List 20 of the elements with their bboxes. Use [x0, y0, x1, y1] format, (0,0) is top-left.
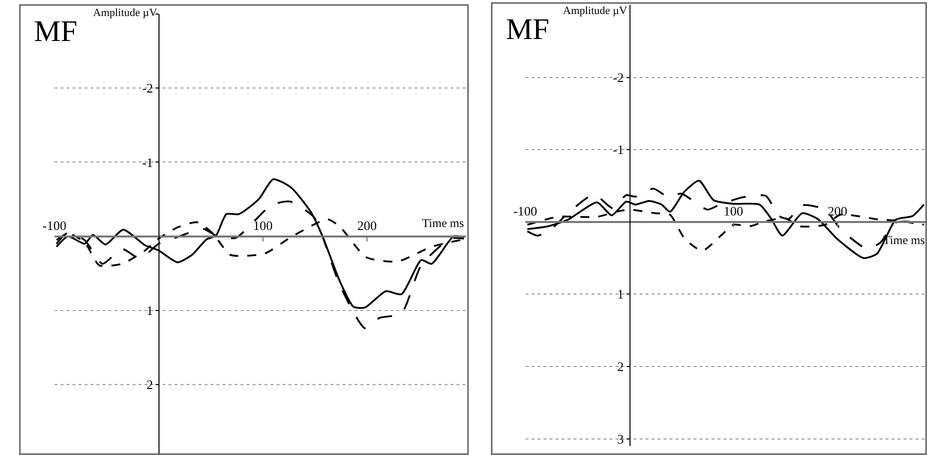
x-axis-title: Time ms: [422, 216, 464, 230]
y-tick-label: 2: [617, 359, 624, 374]
chart-title: MF: [34, 15, 78, 48]
chart-title: MF: [506, 13, 550, 46]
x-tick-label: 200: [828, 204, 848, 219]
y-tick-label: -1: [612, 142, 624, 158]
y-tick-label: 1: [617, 286, 624, 302]
y-tick-label: 1: [146, 303, 154, 318]
y-axis-title: Amplitude µV: [93, 7, 158, 19]
y-tick-label: -1: [142, 154, 154, 170]
x-tick-label: 100: [253, 218, 273, 234]
y-tick-label: 3: [617, 431, 624, 446]
y-tick-label: -2: [612, 70, 624, 85]
x-tick-label: -100: [513, 204, 538, 219]
x-tick-label: 200: [357, 218, 377, 234]
y-tick-label: -2: [142, 80, 154, 96]
y-axis-title: Amplitude µV: [563, 5, 628, 17]
x-tick-label: 100: [724, 204, 744, 219]
y-tick-label: 2: [146, 377, 154, 392]
x-tick-label: -100: [42, 218, 66, 234]
